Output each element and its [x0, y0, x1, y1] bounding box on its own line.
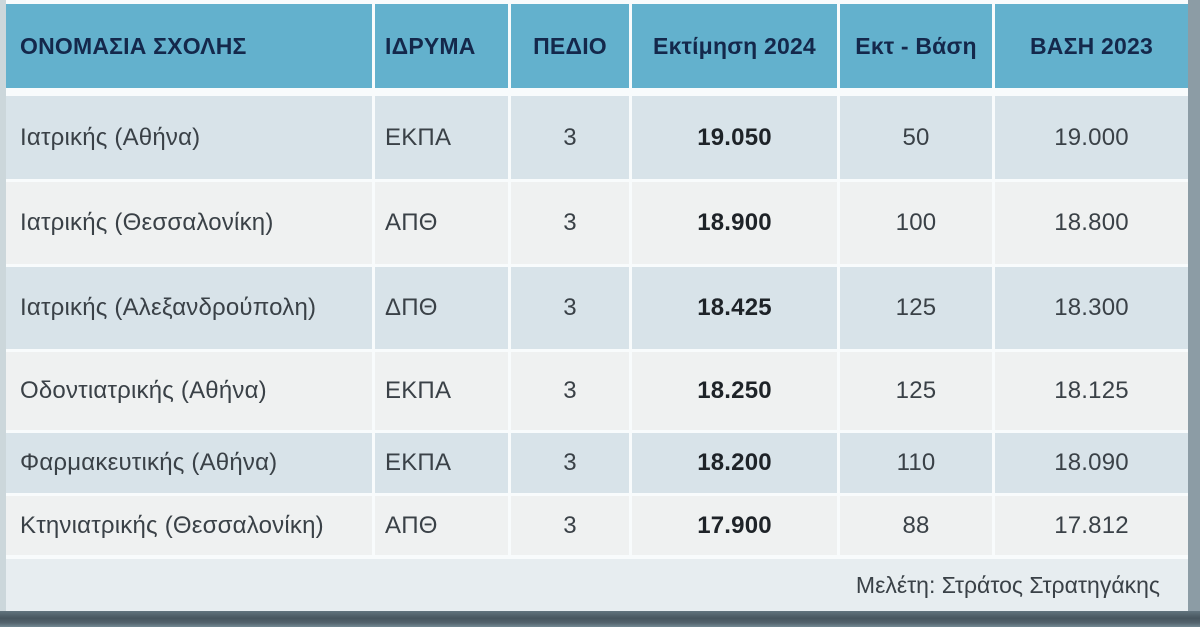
col-header-estimate-2024: Εκτίμηση 2024 — [632, 4, 837, 88]
cell-field: 3 — [511, 96, 629, 179]
cell-base-2023: 18.300 — [995, 267, 1188, 349]
cell-institution: ΕΚΠΑ — [375, 96, 508, 179]
table-footer: Μελέτη: Στράτος Στρατηγάκης — [6, 559, 1188, 611]
cell-estimate-2024: 18.900 — [632, 182, 837, 264]
cell-est-minus-base: 88 — [840, 496, 992, 555]
cell-base-2023: 18.090 — [995, 433, 1188, 493]
col-header-base-2023: ΒΑΣΗ 2023 — [995, 4, 1188, 88]
cell-base-2023: 18.125 — [995, 352, 1188, 430]
cell-field: 3 — [511, 496, 629, 555]
cell-field: 3 — [511, 267, 629, 349]
cell-field: 3 — [511, 182, 629, 264]
cell-school-name: Ιατρικής (Αλεξανδρούπολη) — [6, 267, 372, 349]
cell-est-minus-base: 50 — [840, 96, 992, 179]
table-row: Ιατρικής (Θεσσαλονίκη) ΑΠΘ 3 18.900 100 … — [6, 182, 1188, 264]
cell-school-name: Κτηνιατρικής (Θεσσαλονίκη) — [6, 496, 372, 555]
table-header-row: ΟΝΟΜΑΣΙΑ ΣΧΟΛΗΣ ΙΔΡΥΜΑ ΠΕΔΙΟ Εκτίμηση 20… — [6, 4, 1188, 88]
col-header-field: ΠΕΔΙΟ — [511, 4, 629, 88]
col-header-institution: ΙΔΡΥΜΑ — [375, 4, 508, 88]
cell-estimate-2024: 18.200 — [632, 433, 837, 493]
cell-base-2023: 19.000 — [995, 96, 1188, 179]
cell-institution: ΑΠΘ — [375, 496, 508, 555]
cell-estimate-2024: 18.250 — [632, 352, 837, 430]
cell-institution: ΑΠΘ — [375, 182, 508, 264]
slide-right-shadow — [1188, 0, 1200, 627]
cell-institution: ΔΠΘ — [375, 267, 508, 349]
cell-base-2023: 17.812 — [995, 496, 1188, 555]
col-header-school-name: ΟΝΟΜΑΣΙΑ ΣΧΟΛΗΣ — [6, 4, 372, 88]
cell-est-minus-base: 125 — [840, 267, 992, 349]
cell-school-name: Φαρμακευτικής (Αθήνα) — [6, 433, 372, 493]
cell-school-name: Ιατρικής (Θεσσαλονίκη) — [6, 182, 372, 264]
cell-estimate-2024: 19.050 — [632, 96, 837, 179]
cell-est-minus-base: 110 — [840, 433, 992, 493]
table-row: Ιατρικής (Αθήνα) ΕΚΠΑ 3 19.050 50 19.000 — [6, 96, 1188, 179]
slide-bottom-shadow — [0, 611, 1200, 627]
cell-school-name: Ιατρικής (Αθήνα) — [6, 96, 372, 179]
admissions-table: ΟΝΟΜΑΣΙΑ ΣΧΟΛΗΣ ΙΔΡΥΜΑ ΠΕΔΙΟ Εκτίμηση 20… — [6, 4, 1188, 611]
table-row: Ιατρικής (Αλεξανδρούπολη) ΔΠΘ 3 18.425 1… — [6, 267, 1188, 349]
cell-institution: ΕΚΠΑ — [375, 352, 508, 430]
study-credit-label: Μελέτη: Στράτος Στρατηγάκης — [855, 571, 1160, 598]
table-row: Φαρμακευτικής (Αθήνα) ΕΚΠΑ 3 18.200 110 … — [6, 433, 1188, 493]
cell-school-name: Οδοντιατρικής (Αθήνα) — [6, 352, 372, 430]
cell-institution: ΕΚΠΑ — [375, 433, 508, 493]
cell-estimate-2024: 18.425 — [632, 267, 837, 349]
cell-est-minus-base: 125 — [840, 352, 992, 430]
cell-estimate-2024: 17.900 — [632, 496, 837, 555]
cell-base-2023: 18.800 — [995, 182, 1188, 264]
col-header-est-minus-base: Εκτ - Βάση — [840, 4, 992, 88]
cell-field: 3 — [511, 433, 629, 493]
cell-field: 3 — [511, 352, 629, 430]
table-row: Οδοντιατρικής (Αθήνα) ΕΚΠΑ 3 18.250 125 … — [6, 352, 1188, 430]
cell-est-minus-base: 100 — [840, 182, 992, 264]
slide-left-margin — [0, 0, 6, 612]
table-row: Κτηνιατρικής (Θεσσαλονίκη) ΑΠΘ 3 17.900 … — [6, 496, 1188, 555]
